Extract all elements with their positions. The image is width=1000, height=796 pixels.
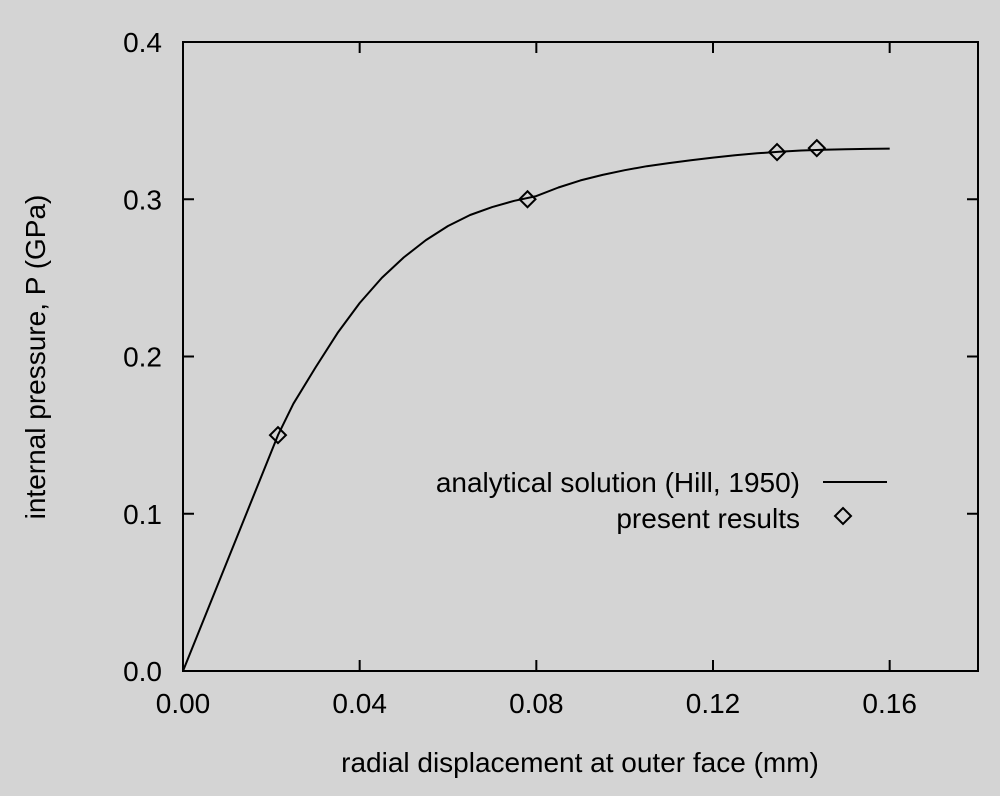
plot-frame bbox=[182, 41, 979, 672]
x-tick-label: 0.00 bbox=[156, 688, 211, 719]
data-point-diamond bbox=[767, 142, 787, 162]
plot-frame-group bbox=[182, 41, 979, 672]
series-line-analytical bbox=[182, 147, 890, 672]
tick-labels-group: 0.00 0.04 0.08 0.12 0.16 0.0 0.1 0.2 0.3 0.4 bbox=[123, 27, 917, 719]
series-group bbox=[182, 138, 890, 672]
legend-group: analytical solution (Hill, 1950) present… bbox=[436, 467, 887, 534]
y-tick-label: 0.4 bbox=[123, 27, 162, 58]
x-tick-label: 0.16 bbox=[862, 688, 917, 719]
x-tick-label: 0.12 bbox=[686, 688, 741, 719]
y-axis-label: internal pressure, P (GPa) bbox=[20, 195, 51, 520]
y-tick-label: 0.0 bbox=[123, 656, 162, 687]
x-tick-label: 0.08 bbox=[509, 688, 564, 719]
data-point-diamond bbox=[268, 425, 288, 445]
data-point-diamond bbox=[807, 138, 827, 158]
ticks-group bbox=[182, 41, 978, 672]
x-tick-label: 0.04 bbox=[332, 688, 387, 719]
legend-label-present-results: present results bbox=[616, 503, 800, 534]
legend-label-analytical: analytical solution (Hill, 1950) bbox=[436, 467, 800, 498]
y-tick-label: 0.1 bbox=[123, 499, 162, 530]
data-point-diamond bbox=[518, 189, 537, 209]
legend-marker-diamond bbox=[833, 506, 853, 526]
x-axis-label: radial displacement at outer face (mm) bbox=[341, 747, 819, 778]
y-tick-label: 0.2 bbox=[123, 342, 162, 373]
y-tick-label: 0.3 bbox=[123, 184, 162, 215]
